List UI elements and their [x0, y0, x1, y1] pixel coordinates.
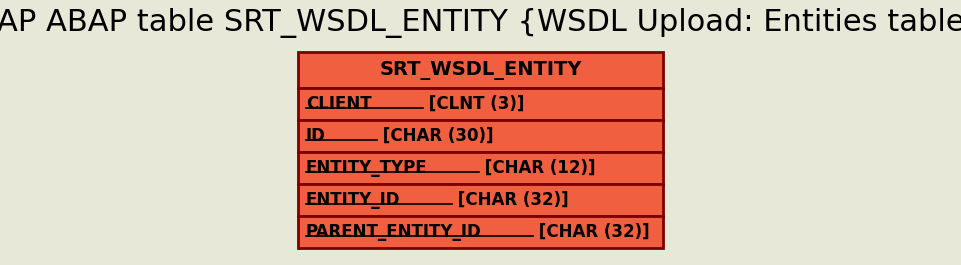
Text: ENTITY_ID: ENTITY_ID — [306, 191, 401, 209]
Bar — [298, 216, 663, 248]
Text: [CLNT (3)]: [CLNT (3)] — [423, 95, 524, 113]
Text: [CHAR (12)]: [CHAR (12)] — [479, 159, 595, 177]
Text: SAP ABAP table SRT_WSDL_ENTITY {WSDL Upload: Entities table}: SAP ABAP table SRT_WSDL_ENTITY {WSDL Upl… — [0, 8, 961, 38]
Text: SRT_WSDL_ENTITY: SRT_WSDL_ENTITY — [380, 60, 581, 80]
Bar — [298, 120, 663, 152]
Text: [CHAR (30)]: [CHAR (30)] — [377, 127, 494, 145]
Text: CLIENT: CLIENT — [306, 95, 372, 113]
Bar — [298, 52, 663, 88]
Text: ID: ID — [306, 127, 326, 145]
Text: PARENT_ENTITY_ID: PARENT_ENTITY_ID — [306, 223, 481, 241]
Bar — [298, 88, 663, 120]
Text: ENTITY_TYPE: ENTITY_TYPE — [306, 159, 428, 177]
Bar — [298, 184, 663, 216]
Bar — [298, 152, 663, 184]
Text: [CHAR (32)]: [CHAR (32)] — [452, 191, 568, 209]
Text: [CHAR (32)]: [CHAR (32)] — [533, 223, 650, 241]
